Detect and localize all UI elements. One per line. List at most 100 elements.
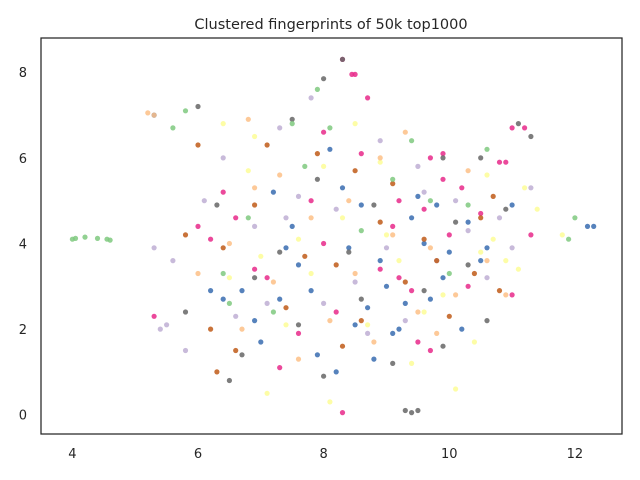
scatter-point [352,322,358,328]
scatter-point [584,223,591,229]
scatter-point [465,168,471,174]
scatter-point [283,245,289,251]
scatter-point [427,347,433,354]
scatter-point [465,262,471,268]
scatter-point [484,275,490,281]
scatter-point [358,318,364,324]
scatter-point [321,373,327,379]
scatter-point [239,288,245,294]
scatter-point [365,322,371,328]
scatter-point [409,360,415,366]
scatter-point [496,215,503,221]
scatter-point [201,198,207,204]
scatter-point [440,155,446,161]
scatter-point [390,330,396,336]
scatter-point [333,206,339,212]
scatter-point [503,258,509,264]
scatter-point [339,343,346,349]
scatter-point [471,339,477,345]
scatter-point [365,305,371,311]
scatter-point [409,410,415,416]
scatter-point [314,86,320,92]
x-tick-label: 10 [441,447,458,462]
scatter-point [308,198,314,204]
scatter-point [440,151,446,157]
scatter-point [220,189,226,195]
scatter-point [226,275,232,281]
scatter-point [264,142,270,148]
scatter-point [528,185,534,191]
scatter-point [321,129,327,135]
scatter-point [283,215,289,221]
scatter-point [434,258,440,264]
scatter-point [402,407,408,414]
scatter-point [396,258,402,264]
x-tick-label: 4 [68,447,76,462]
scatter-point [440,343,446,349]
scatter-point [321,240,327,247]
scatter-point [390,176,396,182]
scatter-point [415,339,421,345]
scatter-point [308,270,314,277]
scatter-point [421,206,427,212]
scatter-point [383,232,390,238]
scatter-point [434,202,440,208]
scatter-point [358,202,364,208]
scatter-point [327,146,333,152]
scatter-point [182,232,189,238]
scatter-point [415,193,421,199]
scatter-point [459,326,465,332]
scatter-point [346,245,352,251]
scatter-point [591,223,597,229]
scatter-point [572,215,578,221]
scatter-point [258,253,264,259]
scatter-point [295,330,302,336]
scatter-point [396,326,402,332]
scatter-point [415,163,421,169]
scatter-point [358,228,364,234]
scatter-point [220,296,226,302]
scatter-point [528,133,534,140]
scatter-point [220,121,226,127]
scatter-point [383,245,390,251]
scatter-point [484,245,490,251]
scatter-point [371,356,377,362]
scatter-point [252,266,258,272]
scatter-point [496,159,503,165]
y-tick-label: 4 [19,238,27,253]
scatter-point [170,258,176,264]
scatter-point [352,71,358,77]
scatter-point [157,326,163,332]
scatter-point [295,322,302,328]
scatter-point [528,232,534,238]
scatter-point [534,206,540,212]
scatter-point [208,326,214,332]
scatter-point [245,116,251,122]
scatter-point [509,125,515,131]
scatter-point [446,270,452,277]
scatter-point [377,258,383,264]
scatter-point [283,305,289,311]
scatter-point [72,235,79,241]
y-tick-label: 2 [19,323,27,338]
scatter-point [145,110,151,116]
scatter-point [252,275,258,281]
scatter-point [427,198,433,204]
scatter-point [214,202,220,208]
scatter-point [94,235,101,241]
scatter-point [471,270,477,277]
scatter-point [409,215,415,221]
scatter-point [409,138,415,144]
scatter-point [515,121,522,127]
scatter-point [421,309,427,315]
scatter-point [352,121,358,127]
scatter-point [453,292,459,298]
scatter-point [321,163,327,169]
scatter-point [352,168,358,174]
scatter-point [390,181,396,187]
scatter-point [289,223,295,229]
scatter-point [308,95,314,101]
scatter-point [509,202,515,208]
scatter-point [421,288,427,294]
